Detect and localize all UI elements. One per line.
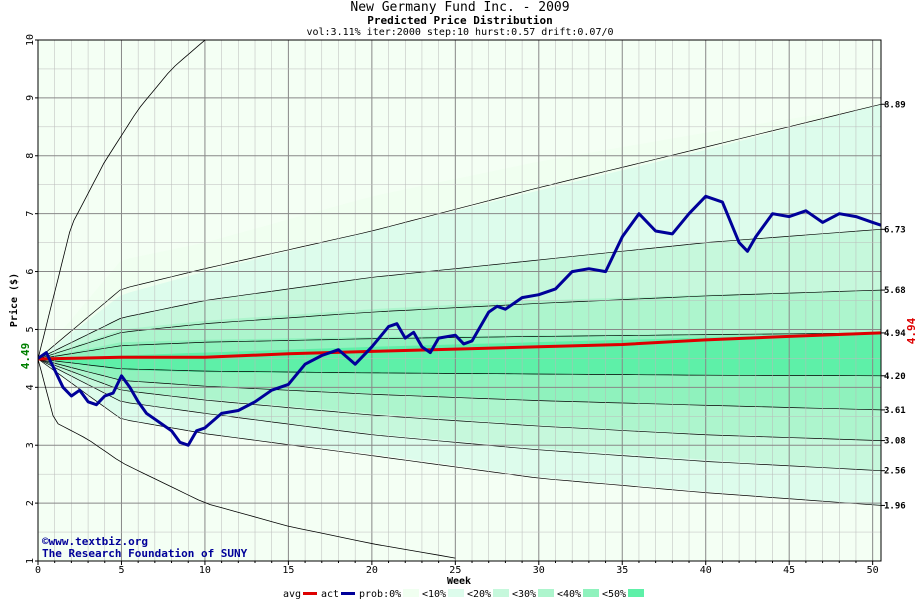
right-label-6.73: 6.73 <box>884 225 906 235</box>
x-tick-label-50: 50 <box>867 565 879 576</box>
chart-subtitle: Predicted Price Distribution <box>367 14 553 27</box>
legend-label-6: <40% <box>557 589 581 600</box>
envelope-lower <box>38 358 456 559</box>
right-label-4.20: 4.20 <box>884 372 906 382</box>
contour-line-8 <box>38 358 881 506</box>
outer-envelope <box>38 40 456 559</box>
y-axis-label: Price ($) <box>8 273 20 327</box>
credit-website: ©www.textbiz.org <box>42 535 148 548</box>
right-label-1.96: 1.96 <box>884 501 906 511</box>
y-tick-label-9: 9 <box>25 95 36 101</box>
contour-line-2 <box>38 289 881 360</box>
contour-line-3 <box>38 332 881 360</box>
legend-label-5: <30% <box>512 589 536 600</box>
plot-frame <box>37 39 882 562</box>
legend-swatch-7 <box>628 589 644 597</box>
legend-swatch-0 <box>303 592 317 595</box>
contour-line-0 <box>38 103 881 360</box>
right-percentile-labels: 8.89 6.73 5.68 4.94 4.20 3.61 3.08 2.56 1.96 <box>881 100 906 511</box>
y-tick-label-4: 4 <box>25 384 36 390</box>
x-tick-label-10: 10 <box>199 565 211 576</box>
x-tick-label-35: 35 <box>616 565 628 576</box>
right-label-8.89: 8.89 <box>884 100 906 110</box>
x-tick-label-25: 25 <box>449 565 461 576</box>
y-tick-label-8: 8 <box>25 153 36 159</box>
x-tick-label-0: 0 <box>35 565 41 576</box>
y-tick-label-3: 3 <box>25 442 36 448</box>
legend-label-1: act <box>321 589 339 600</box>
legend-swatch-4 <box>493 589 509 597</box>
contour-line-1 <box>38 228 881 360</box>
legend-swatch-5 <box>538 589 554 597</box>
legend-label-3: <10% <box>422 589 446 600</box>
contour-line-4 <box>38 358 881 377</box>
legend-label-4: <20% <box>467 589 491 600</box>
contour-line-6 <box>38 358 881 441</box>
y-tick-label-7: 7 <box>25 211 36 217</box>
x-tick-label-40: 40 <box>700 565 712 576</box>
x-tick-label-30: 30 <box>533 565 545 576</box>
x-tick-label-45: 45 <box>783 565 795 576</box>
chart-parameters: vol:3.11% iter:2000 step:10 hurst:0.57 d… <box>306 27 614 38</box>
x-tick-label-15: 15 <box>282 565 294 576</box>
legend-swatch-1 <box>341 592 355 595</box>
legend-swatch-6 <box>583 589 599 597</box>
x-tick-label-5: 5 <box>118 565 124 576</box>
right-label-3.08: 3.08 <box>884 437 906 447</box>
y-tick-label-2: 2 <box>25 500 36 506</box>
right-label-5.68: 5.68 <box>884 286 906 296</box>
legend-swatch-2 <box>403 589 419 597</box>
contour-lines <box>38 103 881 506</box>
y-tick-label-10: 10 <box>25 34 36 46</box>
legend-label-7: <50% <box>602 589 626 600</box>
legend-swatch-3 <box>448 589 464 597</box>
chart-title: New Germany Fund Inc. - 2009 <box>350 0 570 15</box>
probability-band-5 <box>38 332 881 376</box>
x-axis-ticks: 0 5 10 15 20 25 30 35 40 45 50 <box>35 561 879 576</box>
start-price-label: 4.49 <box>19 343 32 370</box>
series-avg <box>38 331 881 361</box>
credit-organization: The Research Foundation of SUNY <box>42 547 248 560</box>
contour-line-5 <box>38 358 881 411</box>
right-label-2.56: 2.56 <box>884 467 906 477</box>
envelope-upper <box>38 40 206 360</box>
legend: avg act prob:0% <10% <20% <30% <40% <50% <box>283 589 644 600</box>
series-act <box>38 194 881 447</box>
contour-line-7 <box>38 358 881 472</box>
grid-lines <box>38 40 881 561</box>
price-series <box>38 194 881 447</box>
legend-label-0: avg <box>283 589 301 600</box>
end-average-price-label: 4.94 <box>905 317 918 344</box>
legend-label-2: prob:0% <box>359 589 401 600</box>
y-tick-label-1: 1 <box>25 558 36 564</box>
x-axis-label: Week <box>447 576 471 587</box>
y-tick-label-5: 5 <box>25 326 36 332</box>
right-label-3.61: 3.61 <box>884 406 906 416</box>
y-axis-ticks: 1 2 3 4 5 6 7 8 9 10 <box>25 34 38 564</box>
y-tick-label-6: 6 <box>25 269 36 275</box>
x-tick-label-20: 20 <box>366 565 378 576</box>
right-label-4.94: 4.94 <box>884 329 906 339</box>
